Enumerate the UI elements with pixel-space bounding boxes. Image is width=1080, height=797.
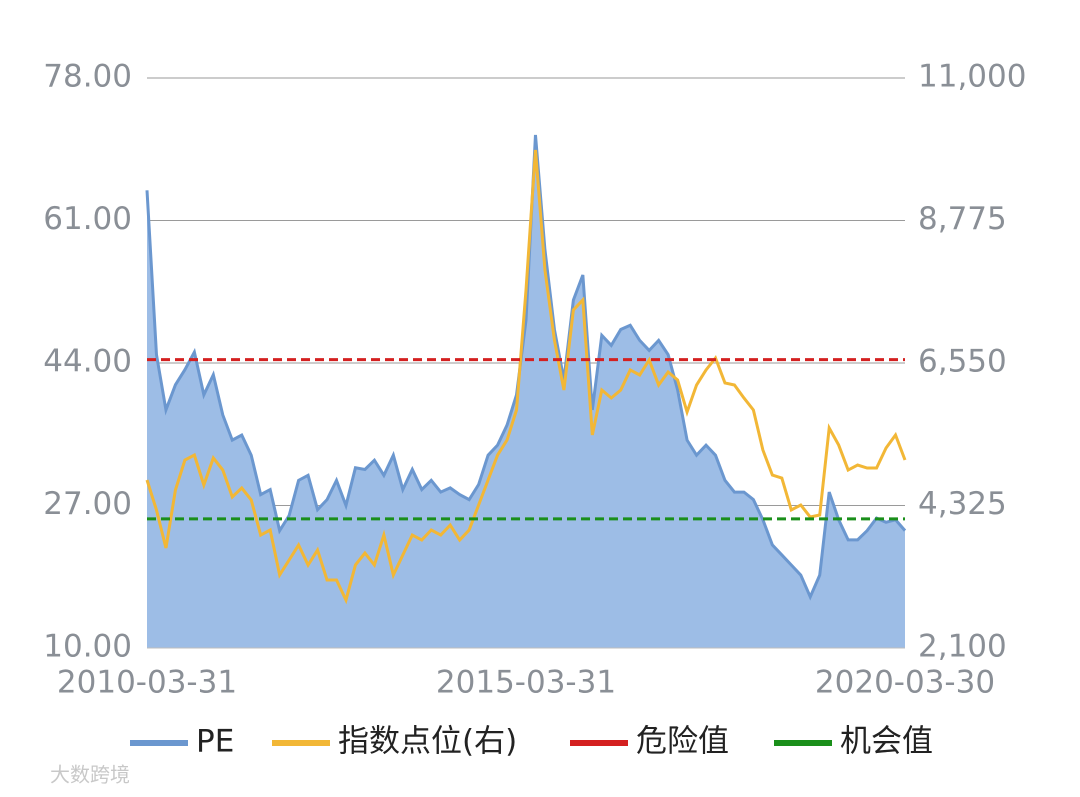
legend-label: 危险值 (636, 724, 729, 760)
x-tick-label: 2015-03-31 (436, 665, 616, 701)
y2-tick-label: 11,000 (918, 59, 1026, 95)
legend-label: 机会值 (840, 724, 933, 760)
y-tick-label: 44.00 (43, 344, 132, 380)
y2-tick-label: 8,775 (918, 201, 1007, 237)
watermark: 大数跨境 (50, 763, 130, 787)
y-tick-label: 61.00 (43, 201, 132, 237)
legend-label: 指数点位(右) (338, 724, 517, 760)
pe-line (145, 134, 907, 601)
y2-tick-label: 6,550 (918, 344, 1007, 380)
y-tick-label: 10.00 (43, 629, 132, 665)
y-tick-label: 78.00 (43, 59, 132, 95)
index-line (145, 149, 907, 605)
pe-area (147, 135, 905, 648)
y-tick-label: 27.00 (43, 486, 132, 522)
y2-tick-label: 4,325 (918, 486, 1007, 522)
legend-label: PE (196, 724, 234, 760)
x-tick-label: 2010-03-31 (57, 665, 237, 701)
x-tick-label: 2020-03-30 (815, 665, 995, 701)
y2-tick-label: 2,100 (918, 629, 1007, 665)
